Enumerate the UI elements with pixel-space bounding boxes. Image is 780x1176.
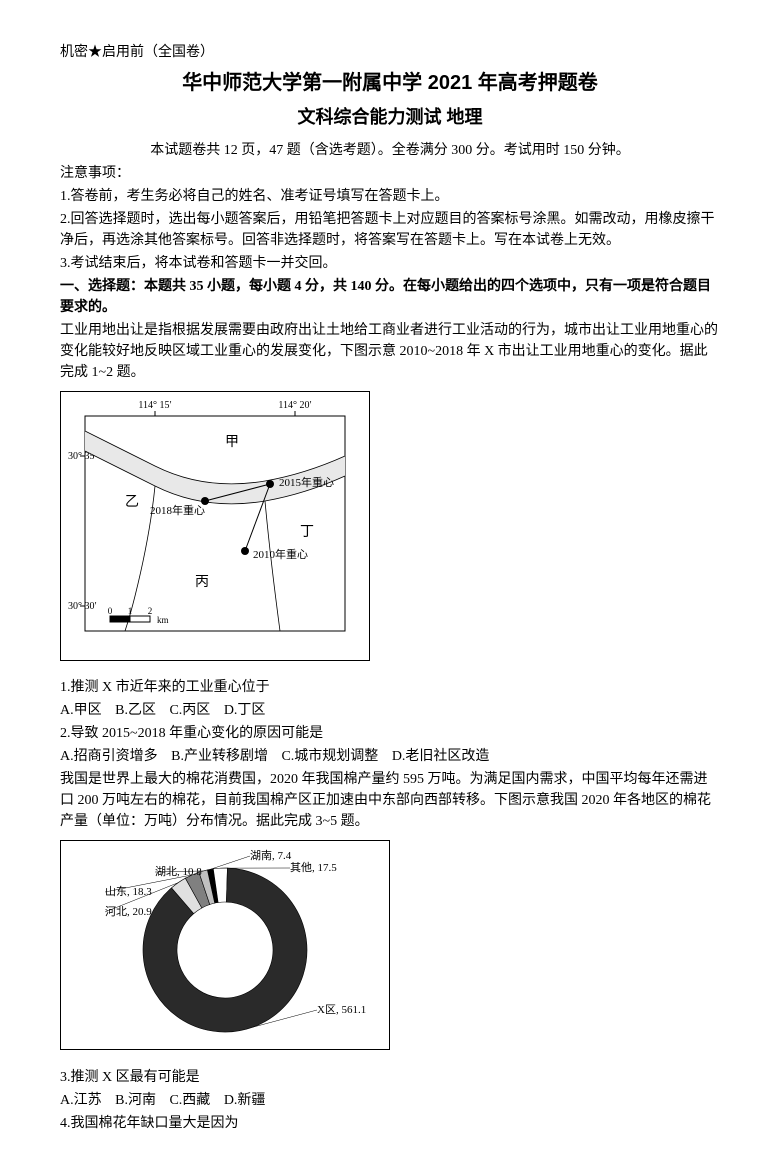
region-yi: 乙 xyxy=(125,494,139,510)
q3-opt-d: D.新疆 xyxy=(224,1093,266,1108)
donut-label: X区, 561.1 xyxy=(317,1004,366,1016)
svg-text:2: 2 xyxy=(148,606,153,616)
svg-text:1: 1 xyxy=(128,606,133,616)
title-sub: 文科综合能力测试 地理 xyxy=(60,103,720,132)
map-figure: 114° 15′ 114° 20′ 30° 35′ 30° 30′ 甲 乙 丙 … xyxy=(65,396,365,656)
donut-label: 山东, 18.3 xyxy=(105,885,152,898)
section-1-header: 一、选择题：本题共 35 小题，每小题 4 分，共 140 分。在每小题给出的四… xyxy=(60,276,720,318)
q2-opt-d: D.老旧社区改造 xyxy=(392,749,490,764)
donut-label: 其他, 17.5 xyxy=(290,861,337,874)
q3-opt-c: C.西藏 xyxy=(169,1093,210,1108)
svg-text:2018年重心: 2018年重心 xyxy=(150,503,205,517)
notice-1: 1.答卷前，考生务必将自己的姓名、准考证号填写在答题卡上。 xyxy=(60,186,720,207)
lat-label-1: 30° 30′ xyxy=(68,601,97,612)
q1-stem: 1.推测 X 市近年来的工业重心位于 xyxy=(60,677,720,698)
svg-text:0: 0 xyxy=(108,606,113,616)
svg-text:2010年重心: 2010年重心 xyxy=(253,547,308,561)
q1-opt-a: A.甲区 xyxy=(60,703,102,718)
q2-options: A.招商引资增多 B.产业转移剧增 C.城市规划调整 D.老旧社区改造 xyxy=(60,746,720,767)
donut-label: 河北, 20.9 xyxy=(105,905,152,918)
region-jia: 甲 xyxy=(225,435,239,450)
q2-opt-c: C.城市规划调整 xyxy=(281,749,378,764)
q3-opt-a: A.江苏 xyxy=(60,1093,102,1108)
lon-label-1: 114° 20′ xyxy=(278,400,311,411)
title-main: 华中师范大学第一附属中学 2021 年高考押题卷 xyxy=(60,67,720,99)
svg-text:2015年重心: 2015年重心 xyxy=(279,475,334,489)
donut-label: 湖北, 10.8 xyxy=(155,865,202,878)
notice-2: 2.回答选择题时，选出每小题答案后，用铅笔把答题卡上对应题目的答案标号涂黑。如需… xyxy=(60,209,720,251)
donut-figure: 湖南, 7.4其他, 17.5 X区, 561.1 河北, 20.9 山东, 18.3… xyxy=(65,845,385,1045)
q1-opt-c: C.丙区 xyxy=(169,703,210,718)
q2-opt-a: A.招商引资增多 xyxy=(60,749,158,764)
region-bing: 丙 xyxy=(195,575,209,590)
svg-text:km: km xyxy=(157,615,169,625)
notice-header: 注意事项： xyxy=(60,163,720,184)
q2-opt-b: B.产业转移剧增 xyxy=(171,749,268,764)
passage-2: 我国是世界上最大的棉花消费国，2020 年我国棉产量约 595 万吨。为满足国内… xyxy=(60,769,720,832)
region-ding: 丁 xyxy=(300,525,314,540)
q3-options: A.江苏 B.河南 C.西藏 D.新疆 xyxy=(60,1090,720,1111)
exam-info: 本试题卷共 12 页，47 题（含选考题）。全卷满分 300 分。考试用时 15… xyxy=(60,140,720,161)
q4-stem: 4.我国棉花年缺口量大是因为 xyxy=(60,1113,720,1134)
q1-opt-d: D.丁区 xyxy=(224,703,266,718)
q2-stem: 2.导致 2015~2018 年重心变化的原因可能是 xyxy=(60,723,720,744)
donut-figure-container: 湖南, 7.4其他, 17.5 X区, 561.1 河北, 20.9 山东, 18.3… xyxy=(60,840,390,1050)
lon-label-0: 114° 15′ xyxy=(138,400,171,411)
confidential-line: 机密★启用前（全国卷） xyxy=(60,42,720,63)
map-figure-container: 114° 15′ 114° 20′ 30° 35′ 30° 30′ 甲 乙 丙 … xyxy=(60,391,370,661)
q1-options: A.甲区 B.乙区 C.丙区 D.丁区 xyxy=(60,700,720,721)
notice-3: 3.考试结束后，将本试卷和答题卡一并交回。 xyxy=(60,253,720,274)
q1-opt-b: B.乙区 xyxy=(115,703,156,718)
q3-stem: 3.推测 X 区最有可能是 xyxy=(60,1067,720,1088)
passage-1: 工业用地出让是指根据发展需要由政府出让土地给工商业者进行工业活动的行为，城市出让… xyxy=(60,320,720,383)
donut-label: 湖南, 7.4 xyxy=(250,849,292,862)
q3-opt-b: B.河南 xyxy=(115,1093,156,1108)
